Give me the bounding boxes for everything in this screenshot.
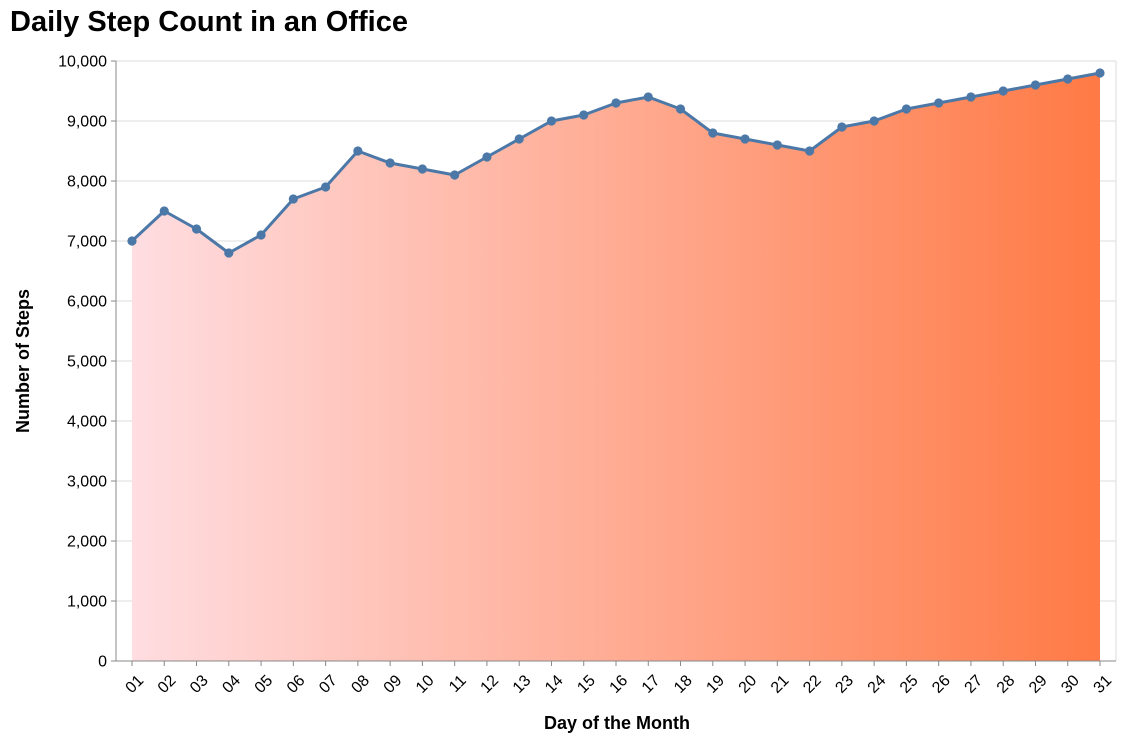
y-tick-label: 4,000 [67, 414, 107, 431]
y-tick-label: 5,000 [67, 354, 107, 371]
data-point [837, 122, 847, 132]
y-tick-label: 9,000 [67, 114, 107, 131]
data-point [127, 236, 137, 246]
y-tick-label: 7,000 [67, 234, 107, 251]
x-axis-title: Day of the Month [544, 713, 690, 733]
data-point [1063, 74, 1073, 84]
x-tick-label: 18 [671, 672, 696, 697]
x-tick-label: 28 [994, 672, 1019, 697]
y-tick-label: 2,000 [67, 534, 107, 551]
data-point [321, 182, 331, 192]
x-tick-label: 26 [929, 672, 954, 697]
x-tick-label: 11 [446, 672, 470, 696]
data-point [417, 164, 427, 174]
x-tick-label: 21 [768, 672, 793, 697]
data-point [1095, 68, 1105, 78]
chart-title: Daily Step Count in an Office [10, 6, 408, 38]
y-tick-label: 8,000 [67, 174, 107, 191]
x-tick-label: 22 [800, 672, 825, 697]
x-tick-label: 07 [316, 672, 341, 697]
y-axis-title: Number of Steps [13, 289, 33, 433]
x-tick-label: 23 [832, 672, 857, 697]
x-tick-label: 14 [542, 672, 567, 697]
axes [111, 60, 1116, 666]
data-point [675, 104, 686, 114]
y-tick-label: 6,000 [67, 294, 107, 311]
x-tick-label: 05 [252, 672, 277, 697]
area-fill [132, 73, 1100, 661]
data-point [224, 248, 234, 258]
y-tick-labels: 0 1,000 2,000 3,000 4,000 5,000 6,000 7,000 8,00… [58, 54, 107, 671]
data-point [805, 146, 815, 156]
x-tick-label: 08 [348, 672, 373, 697]
x-tick-label: 17 [639, 672, 664, 697]
data-point [901, 104, 912, 114]
x-tick-label: 19 [703, 672, 728, 697]
series-points [127, 68, 1105, 258]
x-tick-label: 06 [284, 672, 309, 697]
data-point [740, 134, 750, 144]
y-tick-label: 1,000 [67, 594, 107, 611]
data-point [966, 92, 976, 102]
data-point [191, 224, 202, 234]
x-tick-label: 01 [123, 672, 148, 697]
data-point [934, 98, 944, 108]
data-point [546, 116, 557, 126]
data-point [708, 128, 718, 138]
data-point [869, 116, 879, 126]
x-tick-label: 12 [478, 672, 503, 697]
x-tick-label: 20 [736, 672, 761, 697]
data-point [450, 170, 460, 180]
y-tick-label: 0 [98, 654, 107, 671]
x-tick-label: 04 [219, 672, 244, 697]
data-point [482, 152, 492, 162]
data-point [998, 86, 1008, 96]
y-tick-label: 10,000 [58, 54, 107, 71]
data-point [772, 140, 782, 150]
data-point [1030, 80, 1041, 90]
x-tick-label: 24 [865, 672, 890, 697]
x-tick-labels: 01 02 03 04 05 06 07 08 09 10 11 12 13 14 15 16 17 18 19 20… [123, 672, 1116, 697]
x-tick-label: 25 [897, 672, 922, 697]
y-tick-label: 3,000 [67, 474, 107, 491]
data-point [353, 146, 363, 156]
data-point [256, 230, 266, 240]
data-point [514, 134, 524, 144]
x-tick-label: 31 [1091, 672, 1116, 697]
data-point [611, 98, 621, 108]
x-tick-label: 09 [381, 672, 406, 697]
x-tick-label: 16 [607, 672, 632, 697]
x-tick-label: 10 [413, 672, 438, 697]
data-point [385, 158, 395, 168]
data-point [159, 206, 169, 216]
x-tick-label: 29 [1026, 672, 1051, 697]
x-tick-label: 15 [574, 672, 599, 697]
x-tick-label: 02 [155, 672, 180, 697]
data-point [579, 110, 589, 120]
data-point [288, 194, 298, 204]
x-tick-label: 27 [962, 672, 987, 697]
x-tick-label: 30 [1058, 672, 1083, 697]
x-tick-label: 13 [510, 672, 535, 697]
x-tick-label: 03 [187, 672, 212, 697]
data-point [643, 92, 653, 102]
